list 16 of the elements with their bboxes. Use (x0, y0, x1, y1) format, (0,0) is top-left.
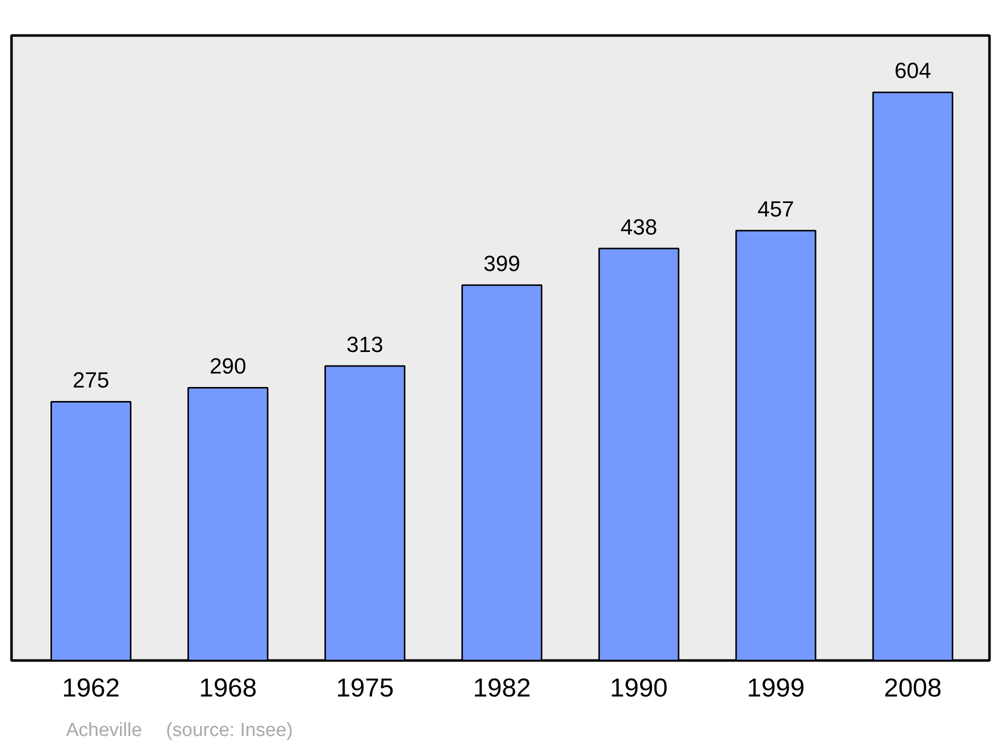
text: (source: Insee) (166, 720, 293, 741)
x-tick-label: 1990 (610, 672, 668, 702)
x-tick-label: 1999 (746, 672, 805, 702)
x-tick-label: 1968 (199, 672, 257, 702)
data-label: 275 (72, 368, 110, 393)
x-tick-label: 1962 (62, 672, 120, 702)
data-label: 604 (894, 58, 932, 84)
data-label: 290 (210, 353, 246, 378)
data-label: 457 (757, 196, 794, 222)
x-tick-label: 1982 (472, 672, 531, 702)
data-label: 438 (620, 214, 658, 240)
x-tick-label: 1975 (336, 672, 394, 702)
x-tick-label: 2008 (884, 672, 942, 702)
data-label: 313 (346, 332, 384, 357)
text: Acheville (66, 720, 142, 741)
data-label: 399 (484, 250, 520, 276)
